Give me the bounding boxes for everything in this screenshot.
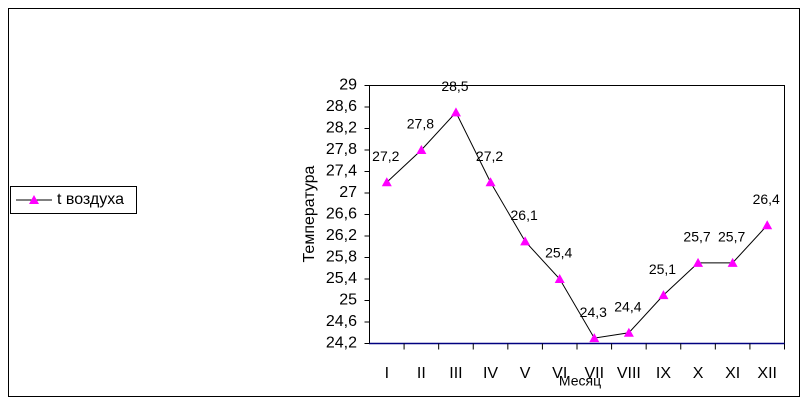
x-tick-label: IX [656,365,671,382]
x-tick-label: X [693,365,704,382]
series-line [386,111,768,339]
data-label: 26,4 [753,191,780,207]
x-tick-label: XII [757,365,777,382]
data-label: 25,7 [718,229,745,245]
data-label: 27,2 [476,148,503,164]
point-marker [520,236,531,246]
y-tick-label: 25,8 [326,249,357,266]
point-marker [416,145,427,154]
y-tick-label: 29 [339,77,357,94]
point-marker [762,220,773,230]
point-marker [450,107,461,117]
y-tick-label: 28,6 [326,98,357,115]
point-marker [693,257,704,267]
y-tick-label: 27,4 [326,163,357,180]
point-marker [623,327,634,337]
data-label: 24,4 [614,298,641,314]
y-tick-label: 27,8 [326,141,357,158]
y-axis-label: Температура [301,165,318,262]
x-tick-label: III [449,365,462,382]
data-label: 25,1 [649,261,676,277]
x-tick-label: I [385,365,389,382]
data-label: 27,2 [372,148,399,164]
x-tick-label: II [417,365,426,382]
point-marker [658,290,669,300]
x-tick-label: VI [552,365,567,382]
x-tick-label: VIII [617,365,641,382]
x-axis-label: Месяц [559,373,601,389]
y-tick-label: 24,2 [326,335,357,352]
point-marker [554,274,565,283]
x-tick-label: IV [483,365,498,382]
legend-label: t воздуха [57,191,124,208]
y-tick-label: 27 [339,184,357,201]
data-label: 28,5 [441,78,468,94]
y-tick-label: 25,4 [326,270,357,287]
x-tick-label: VII [585,365,605,382]
y-tick-label: 26,6 [326,206,357,223]
point-marker [485,177,496,187]
point-marker [589,333,600,343]
y-tick-label: 24,6 [326,313,357,330]
x-tick-label: V [520,365,531,382]
point-marker [381,177,392,187]
data-label: 25,7 [683,229,710,245]
point-marker [727,257,738,267]
legend-marker [29,195,39,204]
data-label: 24,3 [580,304,607,320]
chart-border [8,8,800,397]
y-tick-label: 26,2 [326,227,357,244]
y-tick-label: 28,2 [326,120,357,137]
data-label: 27,8 [407,116,434,132]
y-tick-label: 25 [339,292,357,309]
data-label: 25,4 [545,245,572,261]
data-label: 26,1 [511,207,538,223]
x-tick-label: XI [725,365,740,382]
